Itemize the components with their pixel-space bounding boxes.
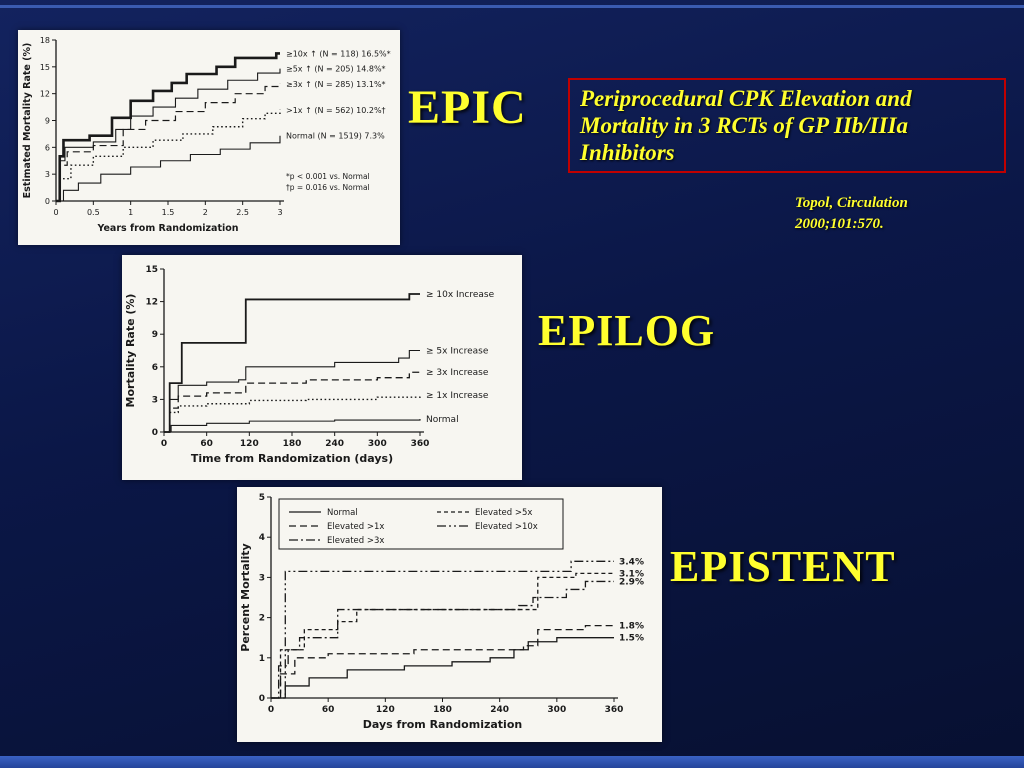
svg-text:Elevated >5x: Elevated >5x [475,508,532,518]
svg-text:2: 2 [259,614,265,624]
svg-text:2: 2 [203,208,208,217]
svg-text:3: 3 [152,395,158,405]
svg-text:0: 0 [268,705,274,715]
svg-text:3.4%: 3.4% [619,557,644,567]
svg-text:Normal: Normal [327,508,358,518]
svg-text:3: 3 [259,573,265,583]
epic-trial-label: EPIC [408,81,527,134]
svg-text:1.5: 1.5 [162,208,175,217]
svg-text:≥ 3x Increase: ≥ 3x Increase [426,368,489,378]
epic-chart-svg: 0 0.5 1 1.5 2 2.5 3 0 3 6 9 12 15 18 Years from Random… [22,36,391,234]
svg-text:1: 1 [128,208,133,217]
svg-text:3: 3 [277,208,282,217]
epistent-chart-svg: 0 60 120 180 240 300 360 0 1 2 3 4 5 Days from Random… [239,493,644,731]
epic-chart-panel: 0 0.5 1 1.5 2 2.5 3 0 3 6 9 12 15 18 Years from Random… [18,30,400,245]
svg-text:120: 120 [240,439,259,449]
svg-text:6: 6 [45,143,50,152]
svg-text:Days from Randomization: Days from Randomization [363,718,522,731]
svg-text:18: 18 [40,36,50,45]
svg-text:2.9%: 2.9% [619,577,644,587]
svg-text:≥10x ↑ (N = 118) 16.5%*: ≥10x ↑ (N = 118) 16.5%* [286,49,391,58]
citation-text: Topol, Circulation 2000;101:570. [795,195,908,232]
svg-text:6: 6 [152,363,158,373]
svg-text:0.5: 0.5 [87,208,100,217]
svg-text:15: 15 [40,63,50,72]
svg-text:Mortality Rate (%): Mortality Rate (%) [124,294,137,408]
svg-text:3: 3 [45,170,50,179]
svg-text:9: 9 [45,117,50,126]
svg-text:Estimated Mortality Rate (%): Estimated Mortality Rate (%) [22,43,33,199]
svg-text:120: 120 [376,705,395,715]
epistent-chart-panel: 0 60 120 180 240 300 360 0 1 2 3 4 5 Days from Random… [237,487,662,742]
svg-text:Normal (N = 1519) 7.3%: Normal (N = 1519) 7.3% [286,132,385,141]
svg-text:12: 12 [40,90,50,99]
svg-text:180: 180 [283,439,302,449]
top-rule [0,5,1024,8]
svg-text:≥5x ↑ (N = 205) 14.8%*: ≥5x ↑ (N = 205) 14.8%* [286,65,386,74]
svg-text:360: 360 [411,439,430,449]
svg-text:60: 60 [200,439,213,449]
epilog-chart-svg: 0 60 120 180 240 300 360 0 3 6 9 12 15 Time from Rand… [124,265,495,465]
svg-text:Time from Randomization (days): Time from Randomization (days) [191,452,393,465]
svg-text:≥3x ↑ (N = 285) 13.1%*: ≥3x ↑ (N = 285) 13.1%* [286,80,386,89]
bottom-bar [0,756,1024,768]
svg-text:≥ 1x Increase: ≥ 1x Increase [426,391,489,401]
svg-text:1.5%: 1.5% [619,634,644,644]
svg-text:Elevated >1x: Elevated >1x [327,522,384,532]
svg-text:9: 9 [152,330,158,340]
svg-text:300: 300 [368,439,387,449]
svg-text:0: 0 [161,439,167,449]
epistent-trial-label: EPISTENT [670,542,896,591]
svg-text:Normal: Normal [426,415,459,425]
svg-text:1.8%: 1.8% [619,622,644,632]
svg-text:Elevated >3x: Elevated >3x [327,536,384,546]
headline-box: Periprocedural CPK Elevation and Mortali… [568,78,1006,174]
svg-text:300: 300 [547,705,566,715]
svg-text:Percent Mortality: Percent Mortality [239,543,252,651]
svg-text:1: 1 [259,654,265,664]
svg-text:0: 0 [45,197,50,206]
svg-text:360: 360 [605,705,624,715]
epilog-chart-panel: 0 60 120 180 240 300 360 0 3 6 9 12 15 Time from Rand… [122,255,522,480]
svg-text:240: 240 [325,439,344,449]
svg-text:180: 180 [433,705,452,715]
svg-text:3.1%: 3.1% [619,569,644,579]
svg-text:Years from Randomization: Years from Randomization [96,223,238,234]
svg-text:2.5: 2.5 [236,208,249,217]
svg-text:≥ 10x Increase: ≥ 10x Increase [426,290,495,300]
svg-text:>1x ↑ (N = 562) 10.2%†: >1x ↑ (N = 562) 10.2%† [286,106,386,115]
epilog-trial-label: EPILOG [538,306,716,355]
svg-text:12: 12 [145,298,158,308]
svg-text:Elevated >10x: Elevated >10x [475,522,538,532]
svg-text:240: 240 [490,705,509,715]
svg-text:4: 4 [259,533,265,543]
svg-text:*p < 0.001 vs. Normal: *p < 0.001 vs. Normal [286,172,370,181]
svg-text:60: 60 [322,705,335,715]
svg-text:5: 5 [259,493,265,503]
svg-text:0: 0 [53,208,58,217]
headline-text: Periprocedural CPK Elevation and Mortali… [580,86,912,166]
svg-text:15: 15 [145,265,158,275]
svg-text:†p = 0.016 vs. Normal: †p = 0.016 vs. Normal [286,183,370,192]
svg-text:0: 0 [152,428,158,438]
svg-text:≥ 5x Increase: ≥ 5x Increase [426,347,489,357]
svg-text:0: 0 [259,694,265,704]
